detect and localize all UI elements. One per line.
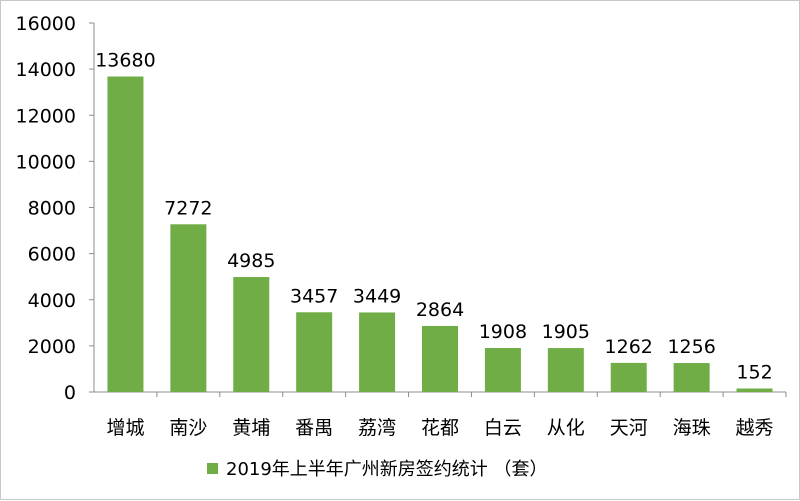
legend-swatch (207, 463, 218, 474)
data-label: 1262 (605, 336, 653, 358)
y-tick-label: 12000 (16, 105, 76, 127)
bar (359, 312, 396, 392)
bar (422, 325, 458, 392)
bar (233, 277, 270, 392)
x-tick-label: 天河 (610, 417, 648, 439)
x-tick-label: 荔湾 (358, 417, 396, 439)
data-label: 152 (736, 361, 772, 383)
y-tick-label: 10000 (16, 151, 76, 173)
y-tick-label: 8000 (28, 198, 76, 220)
y-tick-label: 14000 (16, 59, 76, 81)
x-tick-label: 海珠 (673, 417, 711, 439)
legend-label: 2019年上半年广州新房签约统计 （套） (226, 459, 548, 480)
y-tick-label: 2000 (28, 336, 76, 358)
bar (107, 76, 144, 392)
data-label: 1905 (542, 321, 590, 343)
bar-series: 13680 7272 4985 3457 3449 2864 1908 1905 1262 125… (95, 50, 773, 392)
x-tick-label: 越秀 (736, 417, 774, 439)
x-tick-label: 番禺 (295, 417, 333, 439)
legend: 2019年上半年广州新房签约统计 （套） (207, 459, 548, 480)
x-tick-label: 南沙 (169, 417, 207, 439)
y-tick-label: 4000 (28, 290, 76, 312)
bar (547, 348, 584, 392)
data-label: 13680 (95, 50, 155, 72)
y-tick-label: 6000 (28, 244, 76, 266)
x-tick-label: 白云 (484, 417, 522, 439)
bar (484, 347, 521, 392)
data-label: 3449 (353, 285, 401, 307)
y-tick-label: 16000 (16, 13, 76, 35)
y-tick-label: 0 (64, 382, 76, 404)
x-tick-label: 黄埔 (232, 417, 270, 439)
bar (610, 362, 647, 392)
data-label: 1256 (667, 336, 715, 358)
data-label: 4985 (227, 250, 275, 272)
x-axis: 增城 南沙 黄埔 番禺 荔湾 花都 白云 从化 天河 海珠 越秀 (94, 391, 787, 439)
x-tick-label: 从化 (547, 417, 585, 439)
bar (673, 363, 710, 392)
x-tick-label: 花都 (421, 417, 459, 439)
data-label: 3457 (290, 285, 338, 307)
x-tick-label: 增城 (106, 417, 144, 439)
data-label: 2864 (416, 299, 464, 321)
bar (736, 388, 773, 392)
data-label: 1908 (479, 321, 527, 343)
data-label: 7272 (164, 197, 212, 219)
bar (296, 312, 333, 392)
bar (170, 224, 207, 392)
y-axis: 0 2000 4000 6000 8000 10000 12000 14000 16000 (16, 13, 95, 404)
